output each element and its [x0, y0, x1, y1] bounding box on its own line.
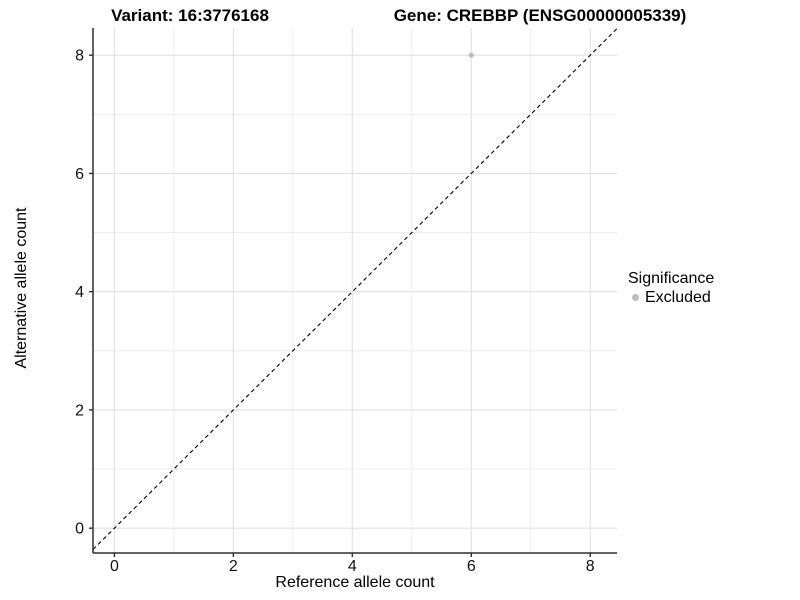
x-tick-label-2: 2: [229, 558, 238, 575]
legend: Significance Excluded: [628, 269, 714, 307]
plot-title-gene: Gene: CREBBP (ENSG00000005339): [393, 6, 687, 25]
x-tick-label-6: 6: [467, 558, 476, 575]
y-tick-label-4: 4: [75, 284, 84, 301]
legend-item-label: Excluded: [645, 289, 711, 306]
x-tick-label-8: 8: [586, 558, 595, 575]
y-tick-label-0: 0: [75, 521, 84, 538]
x-tick-label-4: 4: [348, 558, 357, 575]
data-point-0: [468, 52, 474, 58]
legend-point-icon: [632, 294, 639, 301]
y-tick-label-8: 8: [75, 48, 84, 65]
x-tick-label-0: 0: [110, 558, 119, 575]
plot-title-variant: Variant: 16:3776168: [111, 6, 269, 25]
y-tick-label-2: 2: [75, 402, 84, 419]
y-axis-title: Alternative allele count: [13, 207, 30, 369]
legend-item-excluded: Excluded: [628, 288, 714, 307]
legend-title: Significance: [628, 270, 715, 287]
y-tick-label-6: 6: [75, 166, 84, 183]
identity-reference-line: [92, 28, 618, 550]
x-axis-title: Reference allele count: [275, 574, 435, 591]
